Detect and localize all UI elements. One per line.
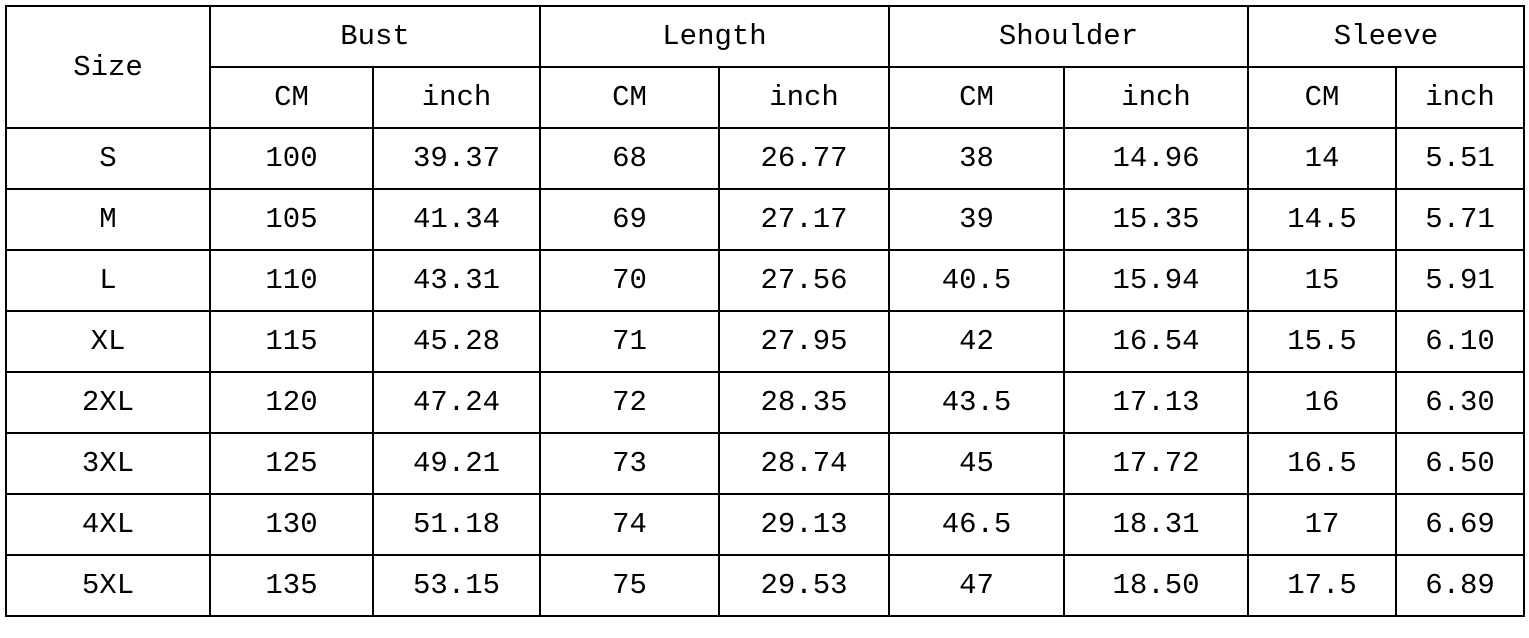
table-cell: 68 [539,127,720,190]
header-shoulder: Shoulder [888,5,1249,68]
size-cell: 5XL [5,554,211,617]
header-size: Size [5,5,211,129]
header-unit-inch: inch [372,66,541,129]
table-cell: 29.53 [718,554,890,617]
table-cell: 45 [888,432,1065,495]
table-row: XL 115 45.28 71 27.95 42 16.54 15.5 6.10 [5,310,1525,373]
header-row-groups: Size Bust Length Shoulder Sleeve [5,5,1525,129]
table-row: 5XL 135 53.15 75 29.53 47 18.50 17.5 6.89 [5,554,1525,617]
table-cell: 18.50 [1063,554,1249,617]
table-cell: 105 [209,188,374,251]
table-cell: 14.96 [1063,127,1249,190]
table-row: 2XL 120 47.24 72 28.35 43.5 17.13 16 6.30 [5,371,1525,434]
table-cell: 46.5 [888,493,1065,556]
header-sleeve: Sleeve [1247,5,1525,68]
table-cell: 49.21 [372,432,541,495]
table-cell: 135 [209,554,374,617]
table-cell: 27.17 [718,188,890,251]
table-cell: 100 [209,127,374,190]
table-cell: 43.31 [372,249,541,312]
size-cell: 4XL [5,493,211,556]
size-chart-table: Size Bust Length Shoulder Sleeve CM inch C… [5,5,1525,617]
table-row: S 100 39.37 68 26.77 38 14.96 14 5.51 [5,127,1525,190]
table-cell: 15.94 [1063,249,1249,312]
table-cell: 14.5 [1247,188,1397,251]
table-cell: 69 [539,188,720,251]
table-cell: 17.5 [1247,554,1397,617]
table-cell: 6.69 [1395,493,1525,556]
size-cell: 3XL [5,432,211,495]
header-length: Length [539,5,890,68]
table-cell: 74 [539,493,720,556]
table-cell: 28.74 [718,432,890,495]
table-cell: 26.77 [718,127,890,190]
table-cell: 73 [539,432,720,495]
size-cell: XL [5,310,211,373]
table-cell: 42 [888,310,1065,373]
table-cell: 27.56 [718,249,890,312]
table-cell: 18.31 [1063,493,1249,556]
header-unit-cm: CM [209,66,374,129]
table-cell: 16.5 [1247,432,1397,495]
header-unit-cm: CM [888,66,1065,129]
header-bust: Bust [209,5,541,68]
table-cell: 130 [209,493,374,556]
header-unit-inch: inch [1395,66,1525,129]
table-row: L 110 43.31 70 27.56 40.5 15.94 15 5.91 [5,249,1525,312]
table-cell: 17 [1247,493,1397,556]
table-cell: 51.18 [372,493,541,556]
table-cell: 53.15 [372,554,541,617]
size-cell: S [5,127,211,190]
table-cell: 15 [1247,249,1397,312]
table-cell: 47 [888,554,1065,617]
table-cell: 6.89 [1395,554,1525,617]
table-cell: 110 [209,249,374,312]
table-cell: 43.5 [888,371,1065,434]
size-cell: M [5,188,211,251]
table-cell: 40.5 [888,249,1065,312]
header-unit-inch: inch [1063,66,1249,129]
table-cell: 72 [539,371,720,434]
table-body: S 100 39.37 68 26.77 38 14.96 14 5.51 M 105 41.34 69… [5,127,1525,617]
table-cell: 5.51 [1395,127,1525,190]
table-cell: 5.91 [1395,249,1525,312]
table-cell: 27.95 [718,310,890,373]
table-cell: 16.54 [1063,310,1249,373]
table-cell: 16 [1247,371,1397,434]
table-row: M 105 41.34 69 27.17 39 15.35 14.5 5.71 [5,188,1525,251]
table-cell: 39.37 [372,127,541,190]
table-cell: 17.13 [1063,371,1249,434]
table-cell: 6.10 [1395,310,1525,373]
table-cell: 125 [209,432,374,495]
table-cell: 17.72 [1063,432,1249,495]
header-unit-inch: inch [718,66,890,129]
table-cell: 14 [1247,127,1397,190]
table-cell: 39 [888,188,1065,251]
header-unit-cm: CM [539,66,720,129]
table-cell: 15.35 [1063,188,1249,251]
table-cell: 75 [539,554,720,617]
table-row: 4XL 130 51.18 74 29.13 46.5 18.31 17 6.69 [5,493,1525,556]
header-row-units: CM inch CM inch CM inch CM inch [6,66,1525,129]
table-cell: 28.35 [718,371,890,434]
table-cell: 5.71 [1395,188,1525,251]
size-cell: 2XL [5,371,211,434]
table-cell: 29.13 [718,493,890,556]
table-cell: 41.34 [372,188,541,251]
table-cell: 6.30 [1395,371,1525,434]
table-cell: 70 [539,249,720,312]
table-cell: 15.5 [1247,310,1397,373]
size-cell: L [5,249,211,312]
header-unit-cm: CM [1247,66,1397,129]
table-cell: 45.28 [372,310,541,373]
table-row: 3XL 125 49.21 73 28.74 45 17.72 16.5 6.50 [5,432,1525,495]
table-cell: 38 [888,127,1065,190]
table-cell: 47.24 [372,371,541,434]
table-cell: 115 [209,310,374,373]
table-cell: 71 [539,310,720,373]
table-cell: 6.50 [1395,432,1525,495]
table-cell: 120 [209,371,374,434]
